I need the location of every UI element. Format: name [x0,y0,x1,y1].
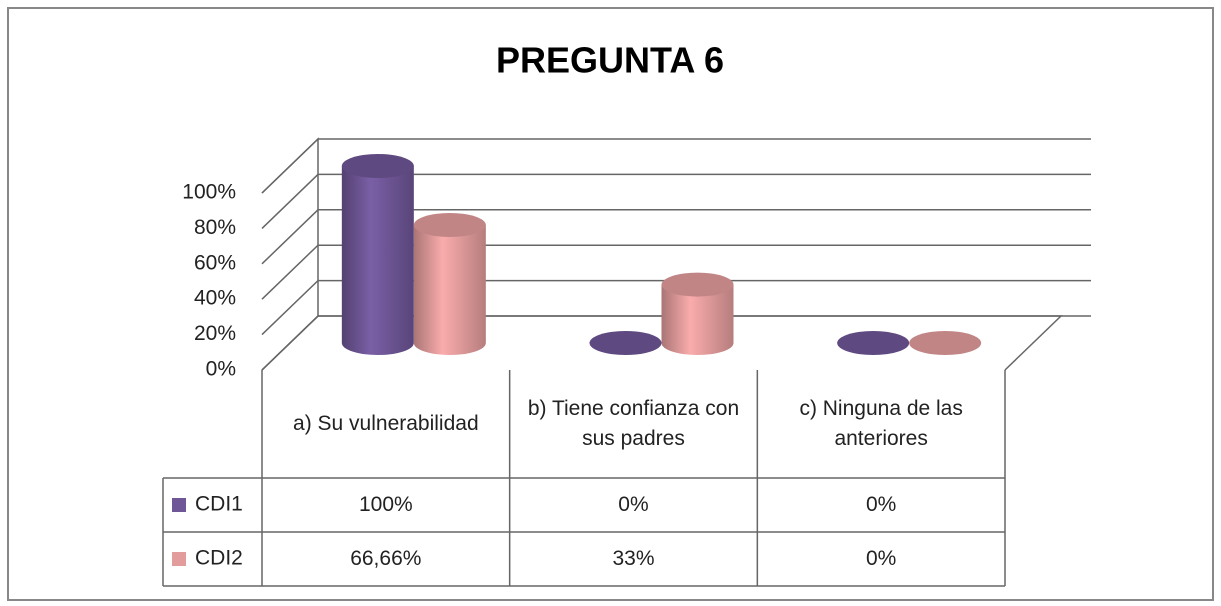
legend-key [172,552,186,566]
data-label: 0% [865,546,897,570]
y-tick-label: 40% [194,287,236,310]
y-tick-label: 80% [194,216,236,239]
grid-line [261,138,1091,194]
grid-line [261,315,1091,371]
cylinder [589,331,662,355]
cylinder-top [661,272,734,297]
data-label-box: 0% [865,546,897,570]
cylinder-top [341,154,414,178]
grid-line [261,209,1091,265]
legend-label: CDI2 [195,547,243,570]
legend-key [172,498,186,512]
grid-line [261,244,1091,300]
cylinder [909,331,982,355]
data-label-box: 33% [612,546,655,570]
chart-title: PREGUNTA 6 [496,40,724,81]
x-tick-label-box: a) Su vulnerabilidad [293,411,479,435]
data-label-box: 100% [358,492,413,516]
grid-line [261,173,1091,229]
data-label: 0% [865,492,897,516]
cylinder [837,331,910,355]
x-tick-label: a) Su vulnerabilidad [293,411,479,435]
legend-label: CDI1 [195,493,243,516]
data-label: 66,66% [350,546,422,570]
y-tick-label: 100% [182,181,236,204]
x-tick-label-box: b) Tiene confianza con sus padres [527,396,740,450]
cylinder-top [413,213,486,238]
data-label-box: 66,66% [350,546,422,570]
data-label: 100% [358,492,413,516]
cylinder [341,166,414,355]
y-tick-label: 60% [194,251,236,274]
cylinder [413,225,486,355]
x-tick-label: b) Tiene confianza con sus padres [527,396,740,450]
y-tick-label: 20% [194,322,236,345]
y-tick-label: 0% [206,358,236,381]
grid-line [261,279,1091,336]
data-label-box: 0% [618,492,649,516]
data-label: 0% [618,492,649,516]
cylinder [661,284,734,355]
chart-frame [7,7,1214,601]
x-tick-label-box: c) Ninguna de las anteriores [799,396,963,450]
x-tick-label: c) Ninguna de las anteriores [799,396,963,450]
data-label-box: 0% [865,492,897,516]
data-label: 33% [612,546,655,570]
